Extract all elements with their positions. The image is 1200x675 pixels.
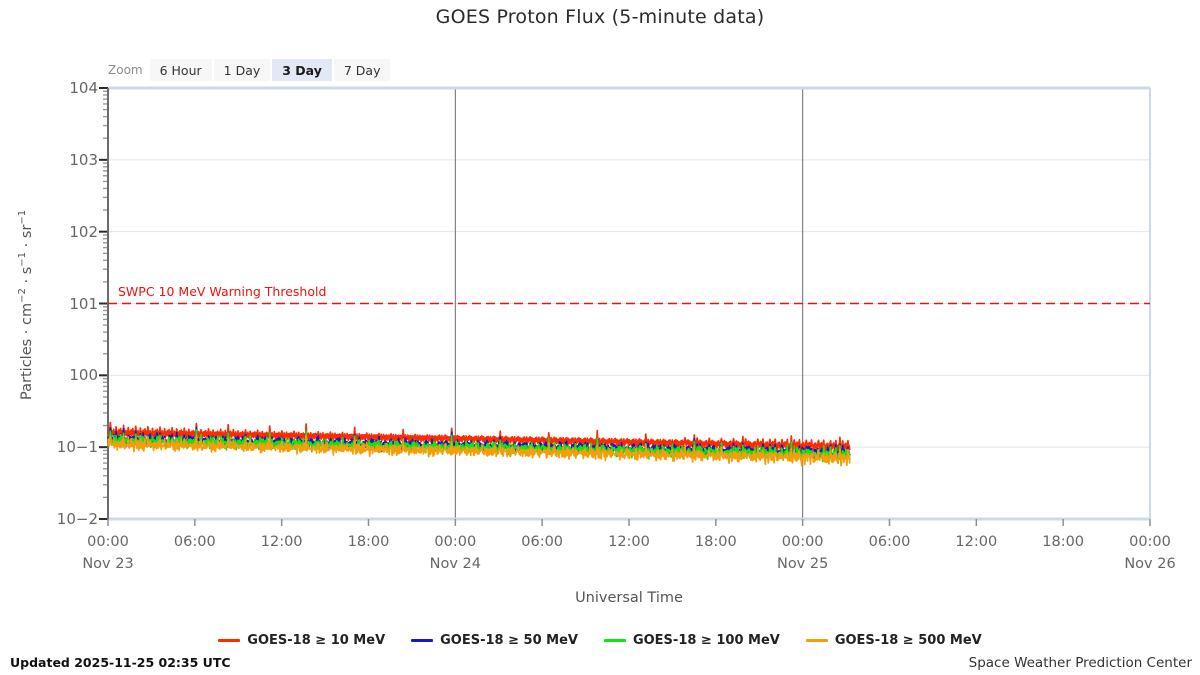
x-tick-date: Nov 24 (429, 556, 481, 572)
x-tick-time: 00:00 (781, 534, 824, 550)
x-tick-time: 18:00 (347, 534, 390, 550)
x-tick-time: 00:00 (87, 534, 129, 550)
zoom-button-7-day[interactable]: 7 Day (333, 59, 391, 81)
x-tick-time: 18:00 (1042, 534, 1085, 550)
x-tick-date: Nov 26 (1124, 556, 1176, 572)
chart-legend: GOES-18 ≥ 10 MeV GOES-18 ≥ 50 MeV GOES-1… (0, 633, 1200, 648)
x-tick-date: Nov 23 (82, 556, 134, 572)
source-attribution: Space Weather Prediction Center (968, 655, 1192, 671)
y-tick-label: 103 (69, 150, 98, 169)
legend-swatch-50-mev (411, 639, 434, 642)
legend-item-50-mev[interactable]: GOES-18 ≥ 50 MeV (411, 633, 578, 648)
y-tick-label: 102 (69, 222, 98, 241)
x-tick-time: 06:00 (868, 534, 911, 550)
legend-swatch-100-mev (603, 639, 626, 642)
y-tick-label: 10−2 (56, 510, 98, 528)
legend-swatch-10-mev (218, 639, 241, 642)
legend-label-50-mev: GOES-18 ≥ 50 MeV (440, 633, 578, 648)
x-tick-time: 12:00 (955, 534, 998, 550)
y-tick-label: 10−1 (56, 438, 98, 457)
x-tick-time: 12:00 (608, 534, 650, 550)
x-tick-time: 06:00 (521, 534, 564, 550)
y-tick-label: 100 (69, 366, 98, 385)
zoom-button-3-day[interactable]: 3 Day (272, 59, 332, 81)
x-tick-date: Nov 25 (776, 556, 829, 572)
legend-item-10-mev[interactable]: GOES-18 ≥ 10 MeV (218, 633, 385, 648)
x-tick-time: 12:00 (260, 534, 303, 550)
legend-swatch-500-mev (805, 639, 828, 642)
updated-timestamp: Updated 2025-11-25 02:35 UTC (10, 655, 231, 670)
legend-label-500-mev: GOES-18 ≥ 500 MeV (834, 633, 982, 648)
zoom-button-1-day[interactable]: 1 Day (213, 59, 271, 81)
page-title: GOES Proton Flux (5-minute data) (435, 6, 765, 28)
zoom-range-control: Zoom 6 Hour 1 Day 3 Day 7 Day (108, 59, 392, 81)
legend-item-100-mev[interactable]: GOES-18 ≥ 100 MeV (603, 633, 780, 648)
zoom-button-6-hour[interactable]: 6 Hour (149, 59, 212, 81)
legend-label-100-mev: GOES-18 ≥ 100 MeV (632, 633, 780, 648)
legend-item-500-mev[interactable]: GOES-18 ≥ 500 MeV (805, 633, 982, 648)
x-tick-time: 00:00 (1129, 534, 1171, 550)
legend-label-10-mev: GOES-18 ≥ 10 MeV (247, 633, 386, 648)
x-tick-time: 00:00 (434, 534, 477, 550)
x-tick-time: 06:00 (173, 534, 216, 550)
x-axis-title: Universal Time (575, 590, 683, 606)
zoom-label: Zoom (108, 63, 143, 77)
x-tick-time: 18:00 (694, 534, 737, 550)
y-tick-label: 104 (69, 79, 98, 97)
y-tick-label: 101 (69, 294, 98, 313)
warning-threshold-label: SWPC 10 MeV Warning Threshold (118, 283, 327, 299)
